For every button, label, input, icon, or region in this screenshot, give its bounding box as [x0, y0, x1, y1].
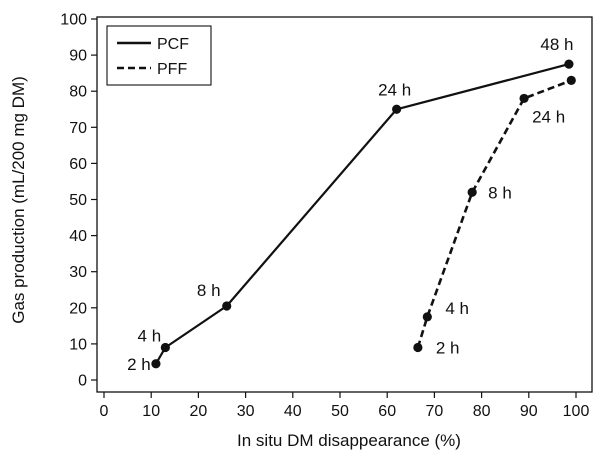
y-tick-label: 30	[69, 264, 87, 281]
x-tick-label: 80	[473, 403, 491, 420]
y-tick-label: 70	[69, 120, 87, 137]
data-point	[222, 301, 232, 311]
point-label: 4 h	[138, 327, 162, 346]
data-point	[413, 342, 423, 353]
data-point	[564, 59, 574, 69]
y-tick-label: 80	[69, 84, 87, 101]
series-layer: 2 h 4 h 8 h 24 h 48 h 2 h 4 h 8 h 24 h	[127, 35, 576, 374]
series-line-pff	[416, 79, 572, 348]
x-tick-label: 10	[142, 403, 160, 420]
data-point	[519, 93, 529, 104]
x-tick-label: 90	[520, 403, 538, 420]
x-tick-label: 0	[100, 403, 109, 420]
point-label: 4 h	[445, 299, 469, 318]
x-tick-label: 60	[378, 403, 396, 420]
legend-label-pff: PFF	[157, 61, 187, 78]
series-pff: 2 h 4 h 8 h 24 h	[413, 75, 576, 358]
x-tick-label: 50	[331, 403, 349, 420]
x-tick-label: 70	[426, 403, 444, 420]
x-tick-label: 30	[237, 403, 255, 420]
point-label: 2 h	[436, 339, 460, 358]
axes: 0 10 20 30 40 50 60 70 80 90 100 0 10 20 30 40 50 60 70 80 9…	[60, 12, 593, 420]
x-tick-label: 40	[284, 403, 302, 420]
y-tick-label: 0	[78, 373, 87, 390]
point-label: 48 h	[540, 35, 573, 54]
data-point	[422, 312, 432, 322]
y-tick-label: 60	[69, 156, 87, 173]
y-axis-title: Gas production (mL/200 mg DM)	[9, 76, 28, 324]
x-tick-label: 100	[563, 403, 590, 420]
y-tick-label: 40	[69, 228, 87, 245]
data-point	[160, 342, 170, 353]
y-tick-label: 10	[69, 336, 87, 353]
y-tick-label: 100	[60, 12, 87, 29]
y-tick-label: 50	[69, 192, 87, 209]
plot-frame	[96, 16, 593, 393]
point-label: 2 h	[127, 355, 151, 374]
series-pcf: 2 h 4 h 8 h 24 h 48 h	[127, 35, 574, 374]
legend-box	[106, 25, 212, 86]
data-point	[151, 359, 161, 369]
point-label: 24 h	[378, 80, 411, 99]
y-tick-label: 20	[69, 300, 87, 317]
y-tick-label: 90	[69, 48, 87, 65]
point-label: 24 h	[532, 107, 565, 126]
point-label: 8 h	[488, 183, 512, 202]
legend-label-pcf: PCF	[157, 36, 189, 53]
point-label: 8 h	[197, 281, 221, 300]
x-tick-label: 20	[190, 403, 208, 420]
data-point	[392, 104, 402, 114]
data-point	[467, 187, 477, 197]
legend: PCF PFF	[106, 25, 212, 86]
series-line-pcf	[154, 63, 570, 365]
x-axis-title: In situ DM disappearance (%)	[237, 431, 461, 450]
data-point	[566, 75, 576, 85]
